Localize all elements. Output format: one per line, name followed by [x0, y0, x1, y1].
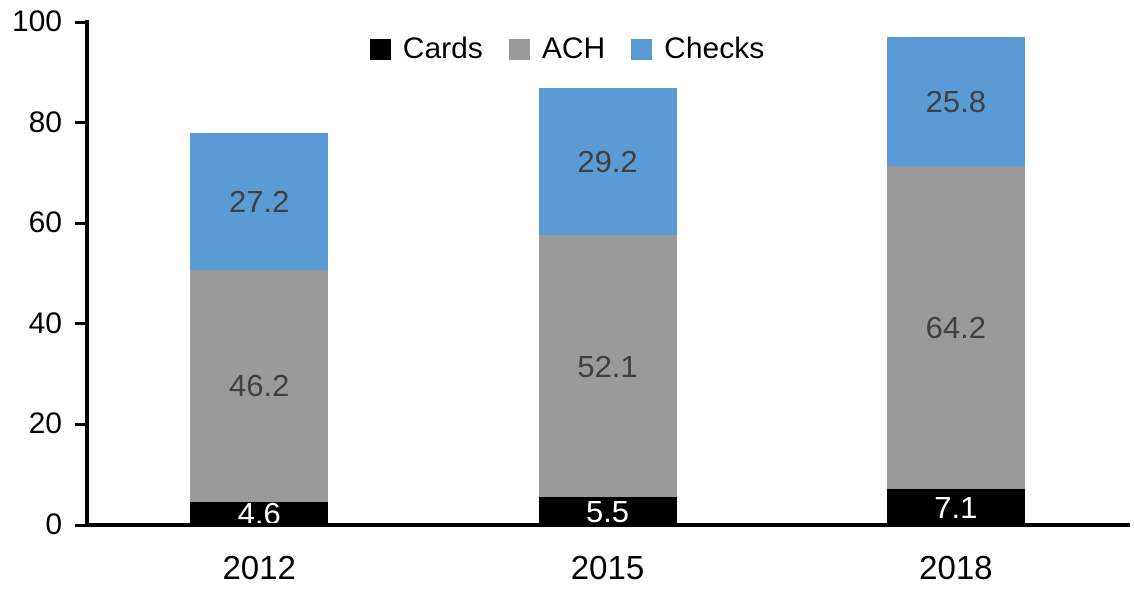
y-tick-mark-100: [75, 20, 85, 24]
bar-segment-cards-2018: 7.1: [886, 489, 1025, 525]
legend-label-cards: Cards: [402, 32, 483, 65]
legend-item-cards: Cards: [369, 32, 483, 65]
y-tick-label-0: 0: [45, 508, 62, 541]
bar-segment-ach-2018: 64.2: [886, 166, 1025, 490]
legend-label-ach: ACH: [541, 32, 606, 65]
legend-marker-cards: [369, 38, 391, 60]
y-tick-mark-40: [75, 322, 85, 326]
bar-segment-checks-2018: 25.8: [886, 36, 1025, 167]
segment-value-label: 25.8: [925, 83, 986, 119]
segment-value-label: 29.2: [577, 144, 638, 180]
bar-segment-ach-2012: 46.2: [190, 269, 329, 502]
bar-segment-ach-2015: 52.1: [538, 235, 677, 498]
bar-segment-checks-2015: 29.2: [538, 88, 677, 236]
x-axis-line: [85, 523, 1130, 527]
y-tick-label-20: 20: [28, 407, 62, 441]
legend-marker-checks: [631, 38, 653, 60]
legend-item-ach: ACH: [508, 32, 606, 65]
legend-label-checks: Checks: [664, 32, 765, 65]
segment-value-label: 5.5: [585, 493, 630, 529]
segment-value-label: 52.1: [577, 348, 638, 384]
y-tick-mark-0: [75, 523, 85, 527]
y-tick-label-60: 60: [28, 206, 62, 240]
y-tick-label-100: 100: [11, 5, 62, 38]
bar-segment-cards-2012: 4.6: [190, 498, 329, 529]
x-category-label-2018: 2018: [919, 549, 993, 586]
x-category-label-2015: 2015: [570, 549, 645, 586]
segment-value-label: 64.2: [925, 310, 986, 346]
segment-value-label: 27.2: [228, 183, 290, 219]
y-tick-mark-60: [75, 221, 85, 225]
y-tick-mark-20: [75, 422, 85, 426]
segment-value-label: 46.2: [228, 368, 290, 404]
bar-segment-checks-2012: 27.2: [190, 132, 329, 270]
bar-column-2015: 5.5 52.1 29.2: [538, 88, 677, 529]
legend-item-checks: Checks: [631, 34, 764, 64]
legend-marker-ach: [508, 38, 530, 60]
bar-segment-cards-2015: 5.5: [538, 493, 677, 529]
chart-legend: Cards ACH Checks: [0, 34, 1134, 64]
y-tick-label-40: 40: [28, 306, 62, 340]
y-tick-mark-80: [75, 121, 85, 125]
y-axis-line: [85, 20, 89, 527]
bar-column-2012: 4.6 46.2 27.2: [190, 132, 329, 529]
x-category-label-2012: 2012: [222, 549, 296, 586]
segment-value-label: 7.1: [934, 489, 978, 525]
bar-column-2018: 7.1 64.2 25.8: [886, 36, 1025, 525]
y-tick-label-80: 80: [28, 105, 62, 139]
